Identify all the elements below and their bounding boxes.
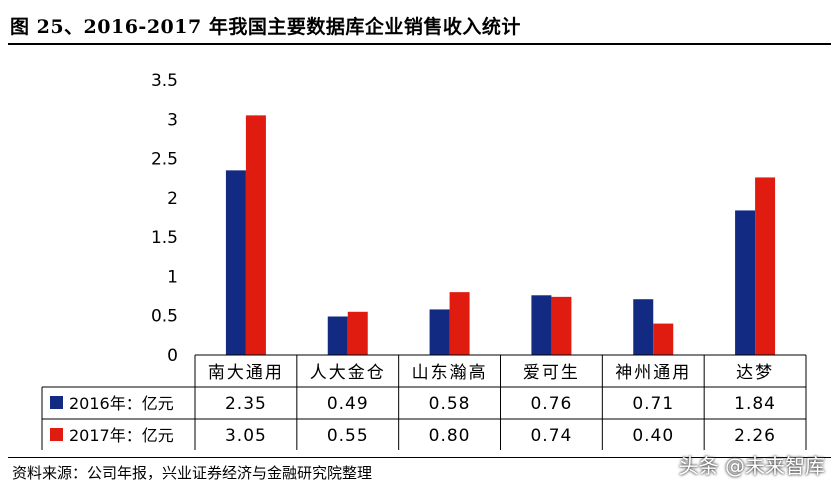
y-tick-label: 0.5	[151, 307, 178, 327]
data-table-value: 0.74	[530, 426, 572, 446]
bar-2016	[735, 210, 756, 355]
bar-2016	[531, 295, 552, 355]
data-table-value: 1.84	[734, 394, 776, 414]
source-note: 资料来源：公司年报，兴业证券经济与金融研究院整理	[12, 464, 373, 482]
bar-2017	[245, 115, 266, 355]
y-tick-label: 3.5	[151, 71, 178, 91]
bar-2016	[429, 309, 450, 355]
y-tick-label: 3	[167, 110, 178, 130]
bar-2017	[347, 311, 368, 355]
category-label: 达梦	[736, 363, 774, 383]
bar-2016	[225, 170, 246, 355]
category-label: 山东瀚高	[412, 363, 488, 383]
bar-2017	[551, 296, 572, 355]
bar-2017	[449, 292, 470, 355]
source-divider	[8, 457, 831, 458]
bar-2016	[327, 316, 348, 355]
data-table-value: 0.58	[429, 394, 471, 414]
legend-swatch-2017	[50, 428, 63, 441]
data-table-value: 2.35	[225, 394, 267, 414]
bar-2017	[653, 323, 674, 355]
bar-chart: 0 0.5 1 1.5 2 2.5 3 3.5 南大通用 人大金仓 山东瀚高 爱可生 神州通用 达梦 201…	[41, 71, 807, 450]
data-table-value: 0.55	[327, 426, 369, 446]
data-table-value: 2.26	[734, 426, 776, 446]
y-tick-label: 0	[167, 346, 178, 366]
figure-title: 图 25、2016-2017 年我国主要数据库企业销售收入统计	[10, 16, 521, 38]
category-label: 人大金仓	[310, 363, 386, 383]
legend-swatch-2016	[50, 396, 63, 409]
figure-title-bar: 图 25、2016-2017 年我国主要数据库企业销售收入统计	[0, 0, 839, 46]
data-table-value: 0.49	[327, 394, 369, 414]
data-table-value: 0.40	[632, 426, 674, 446]
category-label: 神州通用	[615, 363, 691, 383]
data-table-value: 3.05	[225, 426, 267, 446]
data-table-value: 0.80	[429, 426, 471, 446]
watermark: 头条 @未来智库	[678, 454, 825, 478]
title-divider	[8, 43, 831, 45]
y-tick-label: 1.5	[151, 228, 178, 248]
y-tick-label: 2.5	[151, 150, 178, 170]
data-table-value: 0.76	[530, 394, 572, 414]
y-tick-label: 2	[167, 189, 178, 209]
y-tick-label: 1	[167, 267, 178, 287]
bar-2016	[633, 299, 654, 355]
bar-2017	[755, 177, 776, 355]
category-label: 爱可生	[523, 363, 580, 383]
legend-label-2017: 2017年：亿元	[69, 426, 174, 445]
legend-label-2016: 2016年：亿元	[69, 394, 174, 413]
data-table-value: 0.71	[632, 394, 674, 414]
category-label: 南大通用	[208, 363, 284, 383]
